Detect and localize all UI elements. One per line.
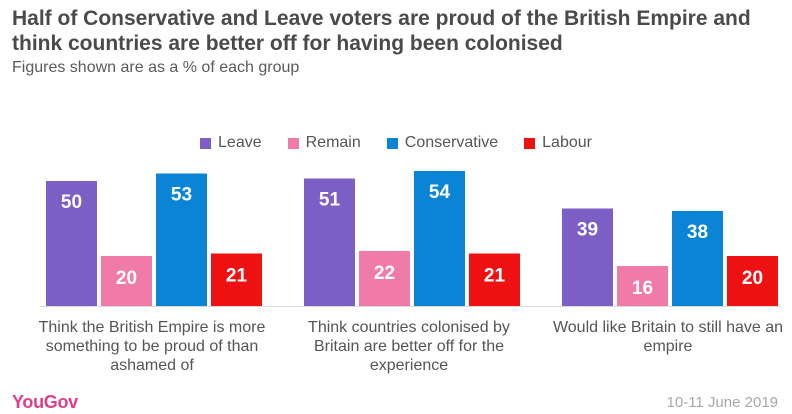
legend-swatch-leave [200, 137, 212, 149]
legend-label-conservative: Conservative [404, 134, 499, 151]
legend: Leave Remain Conservative Labour [0, 134, 792, 152]
survey-date: 10-11 June 2019 [666, 394, 778, 411]
bar-value-labour-group-1: 21 [226, 266, 248, 287]
legend-swatch-labour [524, 137, 536, 149]
bar-remain-group-1 [101, 256, 152, 306]
bar-value-remain-group-1: 20 [116, 268, 137, 289]
bar-value-labour-group-2: 21 [484, 266, 506, 287]
chart-title: Half of Conservative and Leave voters ar… [12, 7, 751, 55]
bar-value-conservative-group-1: 53 [171, 185, 192, 206]
yougov-logo: YouGov [12, 392, 78, 412]
bar-remain-group-2 [359, 251, 410, 306]
bar-conservative-group-2 [414, 171, 465, 306]
legend-label-labour: Labour [542, 134, 592, 151]
bar-value-conservative-group-3: 38 [687, 222, 708, 243]
category-label-3: Would like Britain to still have an empi… [552, 319, 784, 355]
category-label-1: Think the British Empire is more somethi… [38, 319, 266, 374]
legend-label-leave: Leave [218, 134, 262, 151]
category-label-2: Think countries colonised by Britain are… [308, 319, 510, 374]
legend-swatch-remain [287, 137, 299, 149]
bar-value-leave-group-3: 39 [577, 220, 598, 241]
bar-value-conservative-group-2: 54 [429, 182, 451, 203]
bar-value-remain-group-2: 22 [374, 263, 395, 284]
bar-value-remain-group-3: 16 [632, 278, 653, 299]
bar-leave-group-3 [562, 208, 613, 306]
legend-label-remain: Remain [305, 134, 361, 151]
legend-item-labour: Labour [524, 134, 592, 152]
chart-subtitle: Figures shown are as a % of each group [12, 59, 300, 76]
bar-labour-group-1 [211, 253, 262, 306]
bar-labour-group-3 [727, 256, 778, 306]
bar-conservative-group-3 [672, 211, 723, 306]
legend-item-conservative: Conservative [386, 134, 499, 152]
legend-item-remain: Remain [287, 134, 361, 152]
bar-leave-group-1 [46, 181, 97, 306]
bar-value-labour-group-3: 20 [742, 268, 763, 289]
bar-value-leave-group-1: 50 [61, 192, 82, 213]
legend-swatch-conservative [386, 137, 398, 149]
bar-leave-group-2 [304, 178, 355, 306]
bar-remain-group-3 [617, 266, 668, 306]
bar-conservative-group-1 [156, 173, 207, 306]
bar-value-leave-group-2: 51 [319, 190, 341, 211]
legend-item-leave: Leave [200, 134, 262, 152]
bar-labour-group-2 [469, 253, 520, 306]
